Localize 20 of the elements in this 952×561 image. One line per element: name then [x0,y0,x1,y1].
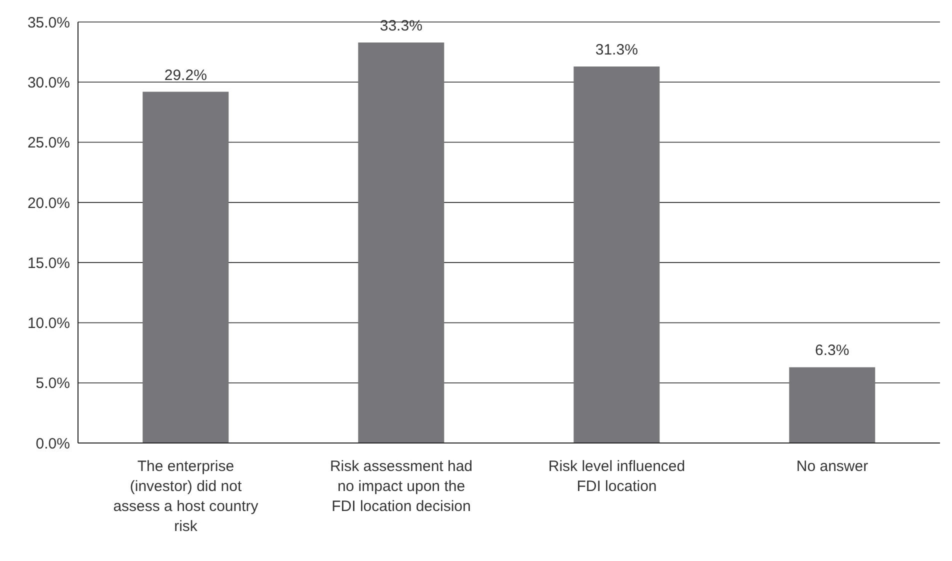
data-label: 31.3% [595,42,638,59]
y-tick-label: 0.0% [36,435,70,452]
y-tick-label: 5.0% [36,375,70,392]
y-tick-label: 30.0% [27,74,70,92]
y-tick-label: 25.0% [27,134,70,152]
y-tick-label: 35.0% [27,14,70,32]
x-tick-label: The enterprise (investor) did not assess a host country risk [113,458,259,535]
bar [574,66,660,443]
data-label: 6.3% [815,342,850,360]
x-tick-label: Risk level influenced FDI location [548,458,686,495]
x-tick-label: No answer [796,458,868,475]
y-tick-label: 15.0% [27,254,70,272]
y-tick-label: 10.0% [27,315,70,332]
bar [142,92,229,443]
x-tick-label: Risk assessment had no impact upon the FDI location decision [330,458,473,515]
data-label: 29.2% [164,66,207,84]
bar [358,42,444,443]
y-tick-label: 20.0% [27,194,70,212]
data-label: 33.3% [380,17,422,34]
bar [789,367,876,443]
